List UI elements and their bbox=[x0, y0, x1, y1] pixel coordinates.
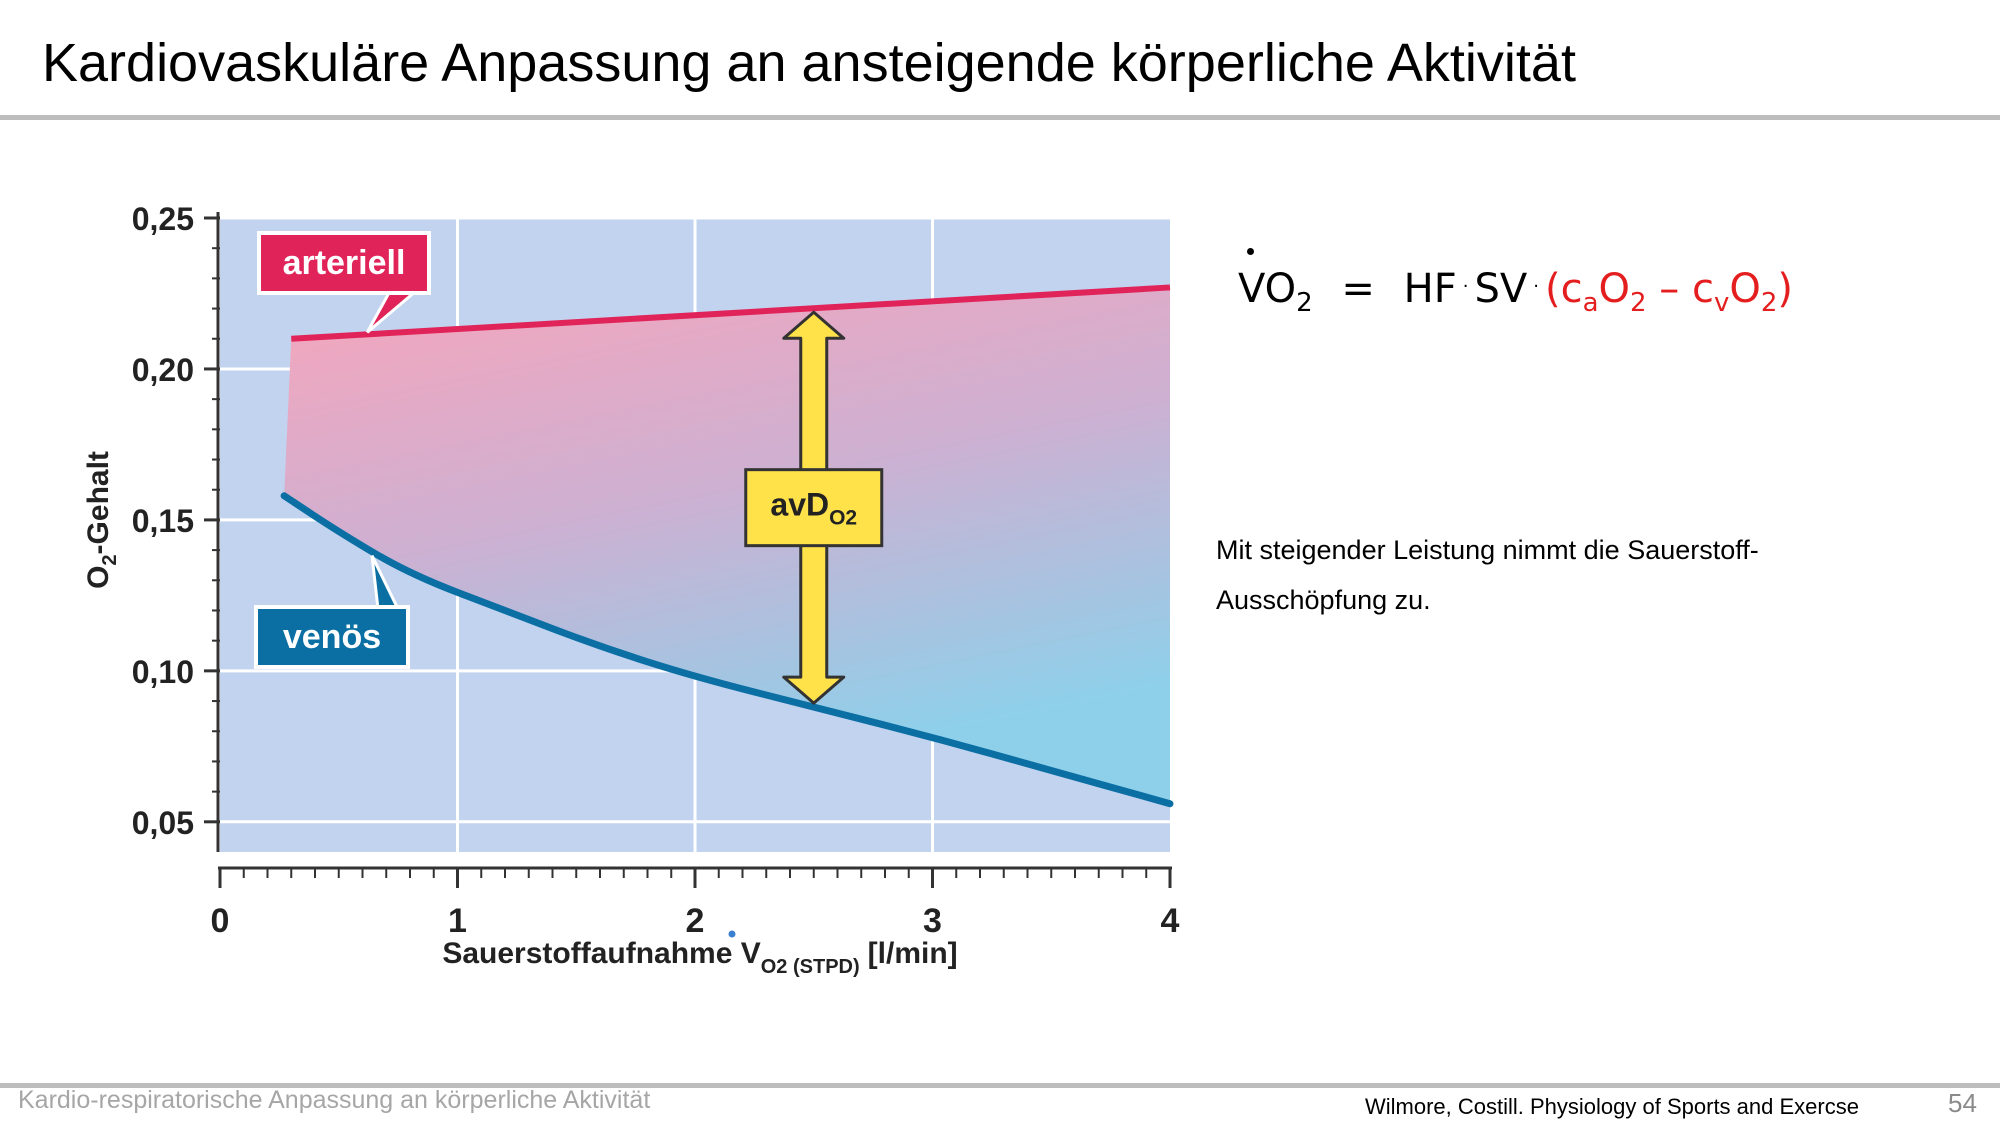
formula-vo2-sub: 2 bbox=[1296, 288, 1313, 318]
avd-label-main: avD bbox=[770, 487, 829, 523]
formula-sv: SV bbox=[1474, 266, 1528, 312]
venous-series-line bbox=[280, 492, 1174, 808]
y-tick-labels: 0,05 0,10 0,15 0,20 0,25 bbox=[132, 201, 194, 841]
footer-title: Kardio-respiratorische Anpassung an körp… bbox=[18, 1086, 651, 1114]
body-text: Mit steigender Leistung nimmt die Sauers… bbox=[1216, 535, 1759, 615]
avd-fill-area bbox=[284, 287, 1170, 804]
formula-avd-term: (caO2 – cvO2) bbox=[1544, 266, 1794, 318]
page-number: 54 bbox=[1948, 1088, 1977, 1118]
avd-label-box bbox=[744, 468, 884, 548]
x-tick-label: 2 bbox=[686, 902, 705, 940]
footer-divider bbox=[0, 1083, 2000, 1088]
x-tick-label: 4 bbox=[1161, 902, 1180, 940]
y-axis-label: O2-Gehalt bbox=[82, 451, 121, 589]
x-axis-label: Sauerstoffaufnahme VO2 (STPD) [l/min] bbox=[442, 937, 957, 978]
arterial-label: arteriell bbox=[257, 231, 431, 334]
avd-arrow-annotation: avDO2 bbox=[744, 310, 884, 705]
formula-equals: = bbox=[1341, 266, 1375, 312]
arterial-label-text: arteriell bbox=[283, 244, 406, 282]
y-tick-label: 0,10 bbox=[132, 654, 194, 690]
o2-content-chart: 0,05 0,10 0,15 0,20 0,25 0 1 2 3 4 arteriell ven… bbox=[82, 201, 1180, 978]
arterial-series-line bbox=[291, 284, 1171, 342]
x-tick-label: 1 bbox=[448, 902, 467, 940]
x-tick-labels: 0 1 2 3 4 bbox=[211, 902, 1180, 940]
axes bbox=[204, 212, 1172, 888]
avd-label-sub: O2 bbox=[829, 507, 857, 530]
formula-vo2: VO bbox=[1238, 248, 1296, 324]
y-tick-label: 0,05 bbox=[132, 805, 194, 841]
formula-hf: HF bbox=[1403, 266, 1457, 312]
footer-citation: Wilmore, Costill. Physiology of Sports a… bbox=[1365, 1094, 1859, 1119]
vo2-formula: VO2 = HF · SV · (caO2 – cvO2) bbox=[1238, 248, 1794, 324]
y-tick-label: 0,25 bbox=[132, 201, 194, 237]
x-tick-label: 3 bbox=[923, 902, 942, 940]
slide-title: Kardiovaskuläre Anpassung an ansteigende… bbox=[42, 33, 1576, 93]
venous-label: venös bbox=[254, 555, 410, 669]
formula-dot-2: · bbox=[1533, 276, 1539, 297]
venous-label-text: venös bbox=[283, 618, 381, 656]
title-divider bbox=[0, 115, 2000, 120]
formula-dot-1: · bbox=[1462, 276, 1469, 297]
y-tick-label: 0,15 bbox=[132, 503, 194, 539]
avd-label: avDO2 bbox=[770, 487, 857, 530]
y-tick-label: 0,20 bbox=[132, 352, 194, 388]
x-axis-label-dot bbox=[728, 930, 736, 938]
x-tick-label: 0 bbox=[211, 902, 230, 940]
